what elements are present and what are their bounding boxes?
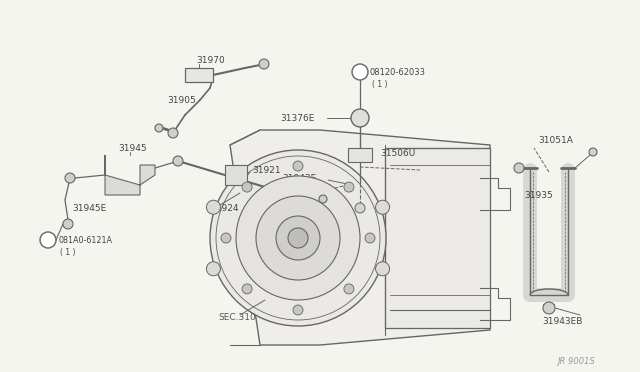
Circle shape bbox=[344, 182, 354, 192]
Text: 08120-62033: 08120-62033 bbox=[370, 67, 426, 77]
Text: JR 9001S: JR 9001S bbox=[557, 357, 595, 366]
Text: 081A0-6121A: 081A0-6121A bbox=[58, 235, 112, 244]
Text: 31506U: 31506U bbox=[380, 148, 415, 157]
Circle shape bbox=[65, 173, 75, 183]
Bar bbox=[348, 148, 372, 162]
Text: 31921: 31921 bbox=[252, 166, 280, 174]
Circle shape bbox=[63, 219, 73, 229]
Text: 31924: 31924 bbox=[210, 203, 239, 212]
Circle shape bbox=[210, 150, 386, 326]
Circle shape bbox=[352, 64, 368, 80]
Text: 31945: 31945 bbox=[118, 144, 147, 153]
Polygon shape bbox=[230, 130, 490, 345]
Circle shape bbox=[376, 262, 390, 276]
Circle shape bbox=[355, 203, 365, 213]
Circle shape bbox=[276, 216, 320, 260]
Circle shape bbox=[155, 124, 163, 132]
Circle shape bbox=[589, 148, 597, 156]
Bar bbox=[225, 165, 247, 185]
Circle shape bbox=[216, 156, 380, 320]
Circle shape bbox=[242, 182, 252, 192]
Text: 31945E: 31945E bbox=[72, 203, 106, 212]
Circle shape bbox=[376, 200, 390, 214]
Circle shape bbox=[259, 59, 269, 69]
Circle shape bbox=[40, 232, 56, 248]
Text: 31943E: 31943E bbox=[282, 173, 316, 183]
Circle shape bbox=[236, 176, 360, 300]
Text: B: B bbox=[45, 237, 51, 243]
Circle shape bbox=[293, 305, 303, 315]
Text: 31943EB: 31943EB bbox=[542, 317, 582, 327]
Text: SEC.310: SEC.310 bbox=[218, 314, 256, 323]
Polygon shape bbox=[105, 155, 155, 195]
Text: ( 1 ): ( 1 ) bbox=[60, 247, 76, 257]
Text: ( 1 ): ( 1 ) bbox=[372, 80, 387, 89]
Circle shape bbox=[319, 195, 327, 203]
Text: 31970: 31970 bbox=[196, 55, 225, 64]
Circle shape bbox=[207, 200, 220, 214]
Text: B: B bbox=[358, 69, 362, 75]
Circle shape bbox=[293, 161, 303, 171]
Circle shape bbox=[288, 228, 308, 248]
Circle shape bbox=[365, 233, 375, 243]
Circle shape bbox=[256, 196, 340, 280]
Circle shape bbox=[514, 163, 524, 173]
Circle shape bbox=[168, 128, 178, 138]
Text: 31935: 31935 bbox=[524, 190, 553, 199]
Text: 31051A: 31051A bbox=[538, 135, 573, 144]
Bar bbox=[185, 68, 213, 82]
Circle shape bbox=[351, 109, 369, 127]
Circle shape bbox=[242, 284, 252, 294]
Circle shape bbox=[221, 233, 231, 243]
Circle shape bbox=[173, 156, 183, 166]
Text: 31376E: 31376E bbox=[280, 113, 314, 122]
Circle shape bbox=[344, 284, 354, 294]
Text: 31905: 31905 bbox=[167, 96, 196, 105]
Polygon shape bbox=[385, 148, 490, 328]
Circle shape bbox=[207, 262, 220, 276]
Circle shape bbox=[543, 302, 555, 314]
